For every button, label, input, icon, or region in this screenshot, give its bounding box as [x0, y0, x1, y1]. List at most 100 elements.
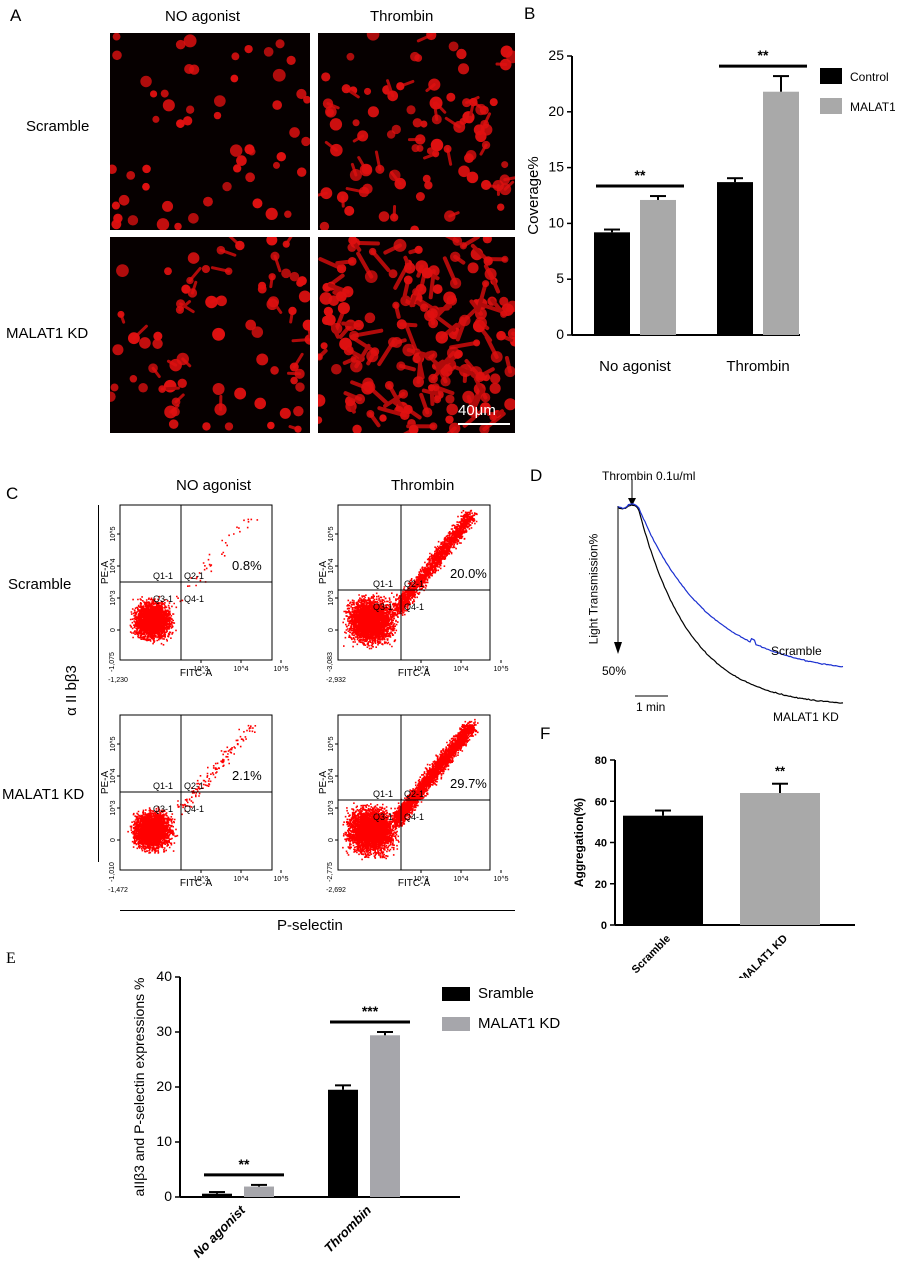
cell — [350, 355, 359, 363]
cell — [164, 267, 172, 276]
y-tick-label: 40 — [156, 968, 172, 984]
x-tick-label: 10^5 — [494, 876, 509, 883]
cell — [459, 242, 468, 250]
cell — [475, 103, 487, 116]
cell — [489, 413, 497, 422]
y-tick-label: 0 — [110, 838, 117, 842]
cell — [293, 406, 304, 417]
cell — [296, 167, 307, 177]
y-tick-label: 10^5 — [328, 526, 335, 541]
cell — [361, 164, 372, 175]
cell — [288, 306, 297, 316]
category-label: No agonist — [190, 1202, 249, 1261]
cell — [490, 351, 503, 363]
quadrant-label: Q2-1 — [404, 579, 424, 589]
cell — [156, 218, 170, 230]
cell — [350, 360, 363, 373]
y-axis-label: PE-A — [100, 561, 111, 585]
cell — [504, 398, 515, 411]
cell — [388, 269, 398, 279]
cell — [229, 144, 243, 157]
scramble-trace — [617, 503, 844, 668]
legend-swatch — [820, 98, 842, 114]
cell — [357, 130, 369, 142]
cell — [429, 422, 438, 431]
cell — [440, 364, 453, 377]
micrograph-scramble-thrombin — [318, 33, 515, 230]
cell — [366, 350, 379, 363]
cell — [158, 385, 166, 393]
y-group-label: α II bβ3 — [62, 665, 80, 716]
cell — [412, 354, 421, 364]
y-tick-label: 0 — [556, 326, 564, 342]
cell — [422, 174, 431, 183]
cell — [205, 295, 218, 309]
flow-plot-malat1-thrombin: Q1-1 Q2-1 Q3-1 Q4-1 29.7% FITC-A PE-A -2,692 -2,… — [318, 714, 509, 894]
significance-marker: ** — [239, 1156, 250, 1172]
cell — [403, 404, 413, 415]
quadrant-label: Q1-1 — [373, 789, 393, 799]
cell — [449, 422, 461, 433]
cell — [500, 310, 508, 318]
scale-bar-label: 40μm — [458, 402, 496, 419]
cell — [330, 143, 343, 157]
cell — [445, 394, 455, 404]
cell — [140, 75, 152, 88]
cell — [263, 47, 274, 57]
cell — [163, 379, 177, 393]
cell — [344, 395, 356, 407]
x-tick-label: 10^3 — [414, 876, 429, 883]
y-tick-label: 10^4 — [110, 558, 117, 573]
cell — [116, 264, 129, 277]
cell — [483, 256, 493, 266]
significance-marker: *** — [362, 1003, 379, 1019]
cell — [254, 397, 267, 410]
cell — [343, 345, 354, 356]
cell — [354, 393, 366, 405]
y-axis-label: PE-A — [318, 771, 329, 795]
y-tick-label: 5 — [556, 270, 564, 286]
cell — [302, 319, 310, 331]
scale-arrow-head — [614, 642, 622, 654]
cell — [348, 330, 359, 341]
y-axis-label: Coverage% — [525, 156, 542, 234]
cell — [445, 415, 454, 424]
cell — [480, 179, 492, 191]
cell — [268, 273, 276, 281]
cell — [396, 361, 406, 371]
y-tick-label: 20 — [156, 1078, 172, 1094]
panel-e-letter: E — [6, 950, 16, 967]
cell — [358, 186, 370, 198]
cell — [284, 210, 292, 218]
y-tick-label: 10^5 — [110, 526, 117, 541]
micrograph-cells — [110, 33, 310, 230]
cell — [303, 95, 310, 104]
cell — [182, 116, 193, 126]
x-tick-label: 10^3 — [414, 666, 429, 673]
micrograph-scramble-no-agonist — [110, 33, 310, 230]
cell — [347, 257, 357, 266]
cell — [298, 290, 310, 303]
y-tick-label: 25 — [548, 47, 564, 63]
malat1-kd-trace — [617, 504, 844, 704]
cell — [281, 268, 291, 279]
cell — [412, 288, 420, 296]
legend-label: MALAT1 KD — [478, 1015, 560, 1032]
bar — [328, 1089, 358, 1197]
cell — [213, 111, 222, 120]
cell — [270, 366, 279, 375]
y-axis-label: PE-A — [100, 771, 111, 795]
legend-label: MALAT1 KD — [850, 100, 895, 114]
cell — [421, 267, 433, 279]
x-tick-label: 10^5 — [274, 876, 289, 883]
cell — [443, 144, 452, 153]
cell — [496, 203, 505, 211]
cell — [139, 337, 151, 349]
cell — [142, 182, 150, 191]
cell — [500, 45, 513, 58]
significance-marker: ** — [635, 167, 646, 183]
x-group-bracket — [120, 910, 515, 911]
cell — [187, 252, 200, 264]
cell — [296, 279, 304, 287]
cell — [489, 382, 501, 394]
